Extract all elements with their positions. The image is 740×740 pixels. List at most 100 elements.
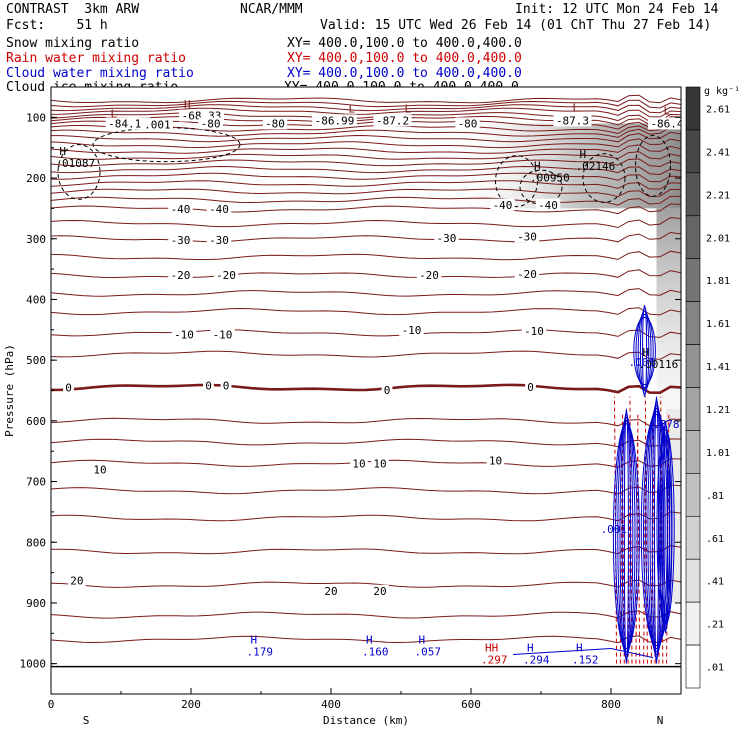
cloud-ice-contour	[635, 135, 671, 197]
extremum-marker: H	[184, 98, 191, 111]
isotherm-label-bg	[648, 117, 681, 130]
cloud-water-contour	[660, 423, 671, 631]
isotherm-label-bg	[168, 203, 193, 216]
isotherm-label-bg	[213, 269, 239, 282]
isotherm-label-bg	[168, 233, 193, 246]
cloud-water-contour	[619, 414, 634, 659]
isotherm-line	[51, 579, 681, 588]
isotherm-label: -87.3	[556, 114, 589, 127]
isotherm-label: -20	[171, 269, 191, 282]
isotherm-line	[51, 417, 681, 427]
isotherm-label: -80	[265, 117, 285, 130]
isotherm-label-bg	[455, 117, 480, 130]
y-tick-label: 600	[26, 415, 46, 428]
isotherm-line	[51, 217, 681, 229]
isotherm-label: -80	[458, 117, 478, 130]
isotherm-line	[51, 131, 681, 143]
isotherm-label-bg	[91, 463, 109, 476]
extremum-value: .160	[362, 646, 389, 659]
cloud-water-contour	[635, 314, 654, 389]
colorbar-swatch	[685, 473, 701, 517]
extremum-value: .00116	[639, 358, 679, 371]
isotherm-label-bg	[210, 328, 235, 341]
isotherm-line	[51, 438, 681, 448]
colorbar-label: 1.81	[706, 276, 730, 287]
isotherm-label: 10	[352, 457, 365, 470]
isotherm-label: -10	[174, 329, 194, 342]
isotherm-line	[51, 104, 681, 114]
isotherm-label: 20	[324, 585, 337, 598]
isotherm-label: -40	[171, 203, 191, 216]
isotherm-label: -80	[201, 117, 221, 130]
isotherm-line	[51, 383, 681, 395]
isotherm-label: 0	[223, 380, 230, 393]
isotherm-label-bg	[203, 379, 214, 392]
isotherm-label: -20	[517, 268, 537, 281]
colorbar-label: 1.21	[706, 405, 730, 416]
isotherm-line	[51, 250, 681, 261]
isotherm-label: 10	[489, 454, 502, 467]
extremum-marker: L	[111, 107, 118, 120]
cloud-water-contour	[639, 308, 650, 395]
isotherm-line	[51, 511, 681, 522]
isotherm-label: -20	[216, 269, 236, 282]
isotherm-label-bg	[198, 117, 223, 130]
contour-value-label: .001	[629, 356, 656, 369]
colorbar-label: .01	[706, 663, 724, 674]
isotherm-label-bg	[514, 230, 540, 243]
extremum-marker: HH	[485, 642, 498, 655]
y-tick-label: 400	[26, 293, 46, 306]
isotherm-line	[51, 144, 681, 154]
extremum-marker: H	[580, 148, 587, 161]
colorbar-swatch	[685, 601, 701, 646]
isotherm-label: -20	[419, 269, 439, 282]
colorbar-swatch	[685, 430, 701, 474]
colorbar-unit: g kg⁻¹	[704, 86, 740, 97]
cloud-water-contour	[658, 426, 673, 628]
isotherm-label-bg	[535, 198, 561, 211]
init-time: Init: 12 UTC Mon 24 Feb 14	[515, 2, 719, 17]
shading-cirrus-band	[443, 123, 681, 209]
south-label: S	[83, 714, 90, 727]
field-xy-rain: XY= 400.0,100.0 to 400.0,400.0	[287, 51, 522, 66]
extremum-marker: H	[419, 634, 426, 647]
cloud-water-contour	[642, 305, 648, 398]
extremum-marker: H	[527, 642, 534, 655]
field-name-snow: Snow mixing ratio	[6, 36, 140, 51]
isotherm-line	[51, 195, 681, 206]
isotherm-line	[51, 165, 681, 176]
isotherm-line	[51, 203, 681, 215]
extremum-marker: L	[405, 102, 412, 115]
colorbar-label: 1.41	[706, 362, 730, 373]
isotherm-label-bg	[105, 117, 151, 130]
cloud-water-surface-contour	[512, 647, 654, 659]
isotherm-line	[51, 138, 681, 149]
colorbar-swatch	[685, 172, 701, 217]
colorbar-label: 2.01	[706, 233, 730, 244]
extremum-value: .294	[523, 654, 550, 667]
extremum-value: .297	[481, 654, 508, 667]
extremum-marker: H	[534, 160, 541, 173]
colorbar-label: .81	[706, 491, 724, 502]
cloud-ice-contour	[582, 153, 626, 203]
y-tick-label: 700	[26, 476, 46, 489]
isotherm-label: -40	[538, 199, 558, 212]
isotherm-label-bg	[206, 233, 232, 246]
contour-value-label: .878	[653, 418, 680, 431]
isotherm-line	[51, 188, 681, 198]
isotherm-label: -30	[209, 234, 229, 247]
isotherm-label-bg	[434, 232, 459, 245]
cloud-water-contour	[654, 396, 659, 665]
extremum-marker: H	[59, 145, 66, 158]
y-tick-label: 200	[26, 172, 46, 185]
isotherm-label-bg	[322, 584, 340, 597]
valid-time: Valid: 15 UTC Wed 26 Feb 14 (01 ChT Thu …	[320, 18, 712, 33]
isotherm-label: 10	[93, 463, 106, 476]
isotherm-label-bg	[486, 454, 505, 467]
cloud-water-contour	[612, 423, 640, 650]
isotherm-label-bg	[525, 380, 536, 393]
cloud-water-contour	[633, 317, 656, 386]
isotherm-label: 0	[65, 381, 72, 394]
rain-contour	[643, 451, 647, 664]
